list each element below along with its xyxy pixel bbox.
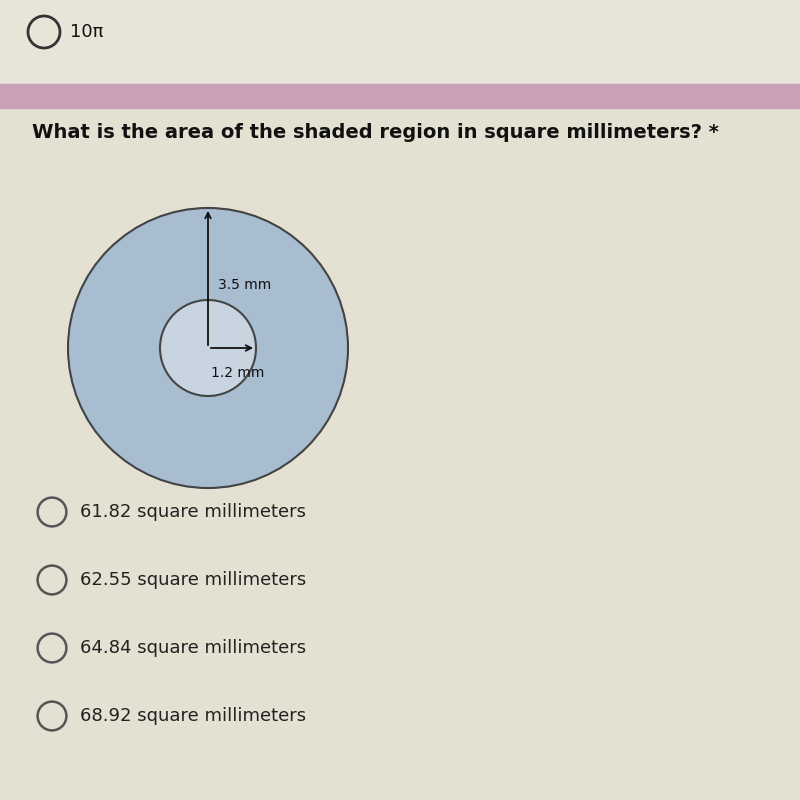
Text: 61.82 square millimeters: 61.82 square millimeters bbox=[80, 503, 306, 521]
Text: 62.55 square millimeters: 62.55 square millimeters bbox=[80, 571, 306, 589]
Text: 3.5 mm: 3.5 mm bbox=[218, 278, 271, 292]
Text: 68.92 square millimeters: 68.92 square millimeters bbox=[80, 707, 306, 725]
Text: 64.84 square millimeters: 64.84 square millimeters bbox=[80, 639, 306, 657]
Circle shape bbox=[160, 300, 256, 396]
Text: 10π: 10π bbox=[70, 23, 104, 41]
Circle shape bbox=[68, 208, 348, 488]
Text: 1.2 mm: 1.2 mm bbox=[211, 366, 265, 380]
Text: What is the area of the shaded region in square millimeters? *: What is the area of the shaded region in… bbox=[32, 122, 719, 142]
